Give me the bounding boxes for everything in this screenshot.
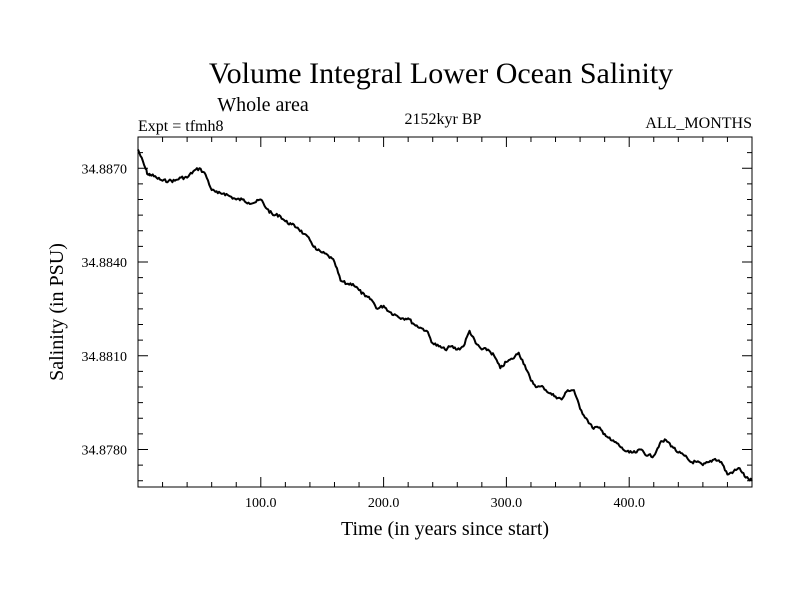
- period-label: 2152kyr BP: [405, 111, 482, 128]
- x-axis-label: Time (in years since start): [341, 518, 549, 540]
- y-tick-label: 34.8840: [82, 256, 128, 271]
- y-tick-label: 34.8870: [82, 162, 128, 177]
- x-tick-label: 300.0: [491, 496, 523, 511]
- experiment-label: Expt = tfmh8: [138, 118, 223, 135]
- x-tick-label: 100.0: [245, 496, 277, 511]
- y-axis-label: Salinity (in PSU): [46, 243, 68, 381]
- x-axis-tick-labels: 100.0 200.0 300.0 400.0: [245, 496, 645, 511]
- months-label: ALL_MONTHS: [645, 115, 752, 132]
- chart-subtitle: Whole area: [217, 94, 309, 116]
- x-tick-label: 200.0: [368, 496, 400, 511]
- x-axis-ticks: [162, 137, 728, 487]
- y-axis-ticks: [138, 136, 752, 482]
- y-tick-label: 34.8810: [82, 350, 128, 365]
- y-axis-tick-labels: 34.8780 34.8810 34.8840 34.8870: [82, 162, 128, 458]
- salinity-series-line: [137, 149, 753, 482]
- plot-frame: [137, 136, 753, 488]
- y-tick-label: 34.8780: [82, 444, 128, 459]
- x-tick-label: 400.0: [613, 496, 645, 511]
- chart-title: Volume Integral Lower Ocean Salinity: [209, 57, 673, 90]
